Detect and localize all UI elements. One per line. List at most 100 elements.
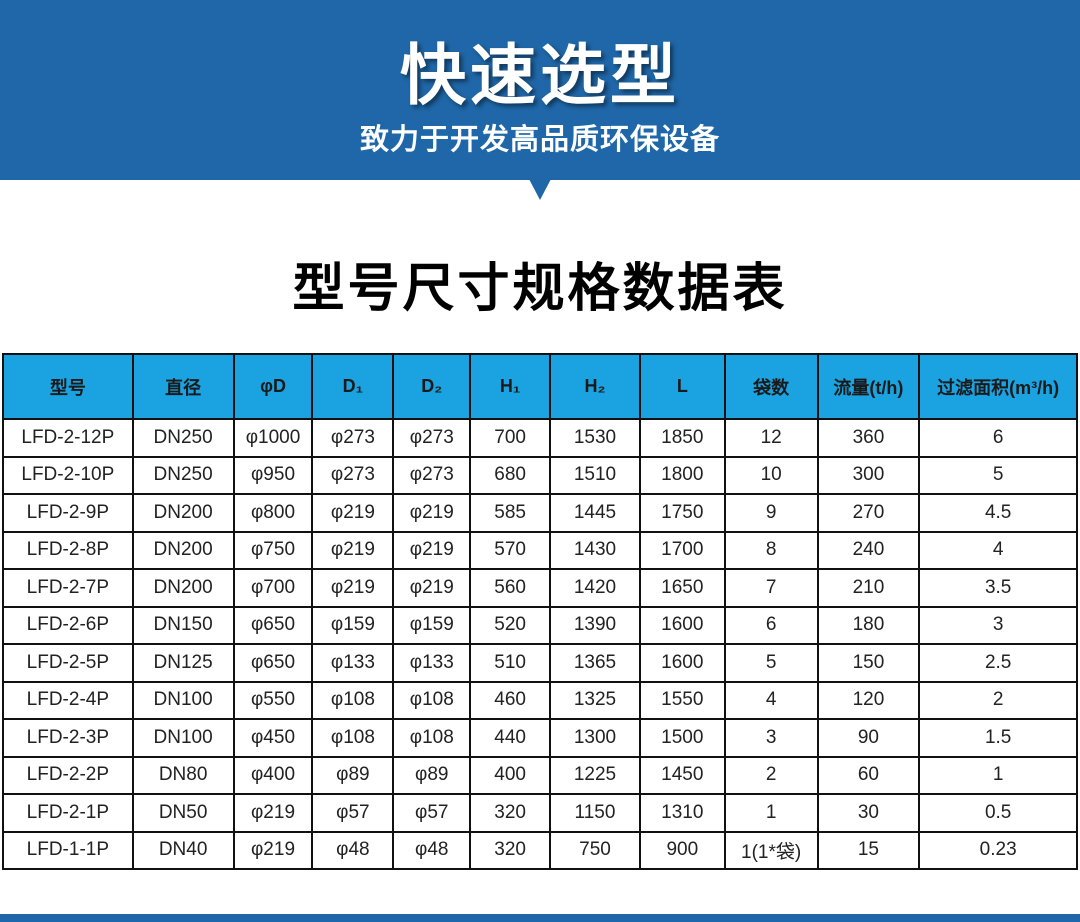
table-cell: 320 <box>469 793 552 833</box>
table-cell: 3.5 <box>918 568 1078 608</box>
table-cell: 1600 <box>638 605 726 645</box>
table-cell: 1300 <box>549 718 641 758</box>
table-cell: DN150 <box>131 605 235 645</box>
table-cell: LFD-2-1P <box>2 793 134 833</box>
column-header: φD <box>232 353 314 420</box>
table-cell: LFD-2-8P <box>2 530 134 570</box>
table-cell: LFD-2-9P <box>2 493 134 533</box>
table-cell: 1600 <box>638 643 726 683</box>
table-cell: φ108 <box>392 718 472 758</box>
table-cell: 150 <box>816 643 921 683</box>
table-cell: 180 <box>816 605 921 645</box>
table-row: LFD-2-8P DN200 φ750 φ219 φ219 570 1430 1700 8 240… <box>2 530 1078 570</box>
table-cell: 3 <box>723 718 819 758</box>
table-cell: φ650 <box>232 643 314 683</box>
table-cell: 560 <box>469 568 552 608</box>
table-cell: 2 <box>918 680 1078 720</box>
table-cell: 0.5 <box>918 793 1078 833</box>
table-row: LFD-2-5P DN125 φ650 φ133 φ133 510 1365 1600 5 150… <box>2 643 1078 683</box>
table-cell: LFD-2-2P <box>2 755 134 795</box>
table-cell: 1450 <box>638 755 726 795</box>
table-cell: 1850 <box>638 418 726 458</box>
table-cell: φ48 <box>392 830 472 870</box>
table-cell: 4.5 <box>918 493 1078 533</box>
table-cell: 1650 <box>638 568 726 608</box>
table-cell: 680 <box>469 455 552 495</box>
table-cell: DN200 <box>131 493 235 533</box>
table-cell: φ89 <box>392 755 472 795</box>
table-cell: φ108 <box>311 680 395 720</box>
table-cell: φ159 <box>392 605 472 645</box>
table-cell: 1420 <box>549 568 641 608</box>
spec-table: 型号 直径 φD D₁ D₂ H₁ H₂ L 袋数 流量(t/h) 过滤面积(m³/h) LFD-2… <box>2 353 1078 870</box>
table-row: LFD-2-9P DN200 φ800 φ219 φ219 585 1445 1750 9 270… <box>2 493 1078 533</box>
table-cell: φ700 <box>232 568 314 608</box>
table-cell: φ650 <box>232 605 314 645</box>
table-cell: 1550 <box>638 680 726 720</box>
table-cell: 15 <box>816 830 921 870</box>
table-cell: DN50 <box>131 793 235 833</box>
table-cell: 2 <box>723 755 819 795</box>
table-cell: 520 <box>469 605 552 645</box>
table-cell: 4 <box>723 680 819 720</box>
table-row: LFD-2-7P DN200 φ700 φ219 φ219 560 1420 1650 7 210… <box>2 568 1078 608</box>
table-cell: φ89 <box>311 755 395 795</box>
table-cell: φ48 <box>311 830 395 870</box>
table-row: LFD-2-4P DN100 φ550 φ108 φ108 460 1325 1550 4 120… <box>2 680 1078 720</box>
table-cell: DN100 <box>131 718 235 758</box>
table-cell: φ800 <box>232 493 314 533</box>
table-header-row: 型号 直径 φD D₁ D₂ H₁ H₂ L 袋数 流量(t/h) 过滤面积(m³/h) <box>2 353 1078 420</box>
table-cell: DN40 <box>131 830 235 870</box>
table-cell: φ273 <box>311 455 395 495</box>
table-cell: φ219 <box>232 830 314 870</box>
table-cell: φ450 <box>232 718 314 758</box>
banner-subtitle: 致力于开发高品质环保设备 <box>359 122 720 156</box>
table-cell: 120 <box>816 680 921 720</box>
table-cell: LFD-2-7P <box>2 568 134 608</box>
table-cell: 7 <box>723 568 819 608</box>
table-cell: φ159 <box>311 605 395 645</box>
table-cell: DN125 <box>131 643 235 683</box>
table-cell: 1530 <box>549 418 641 458</box>
table-cell: φ273 <box>392 455 472 495</box>
table-row: LFD-2-10P DN250 φ950 φ273 φ273 680 1510 1800 10 3… <box>2 455 1078 495</box>
table-cell: 300 <box>816 455 921 495</box>
table-cell: 1430 <box>549 530 641 570</box>
table-cell: 900 <box>638 830 726 870</box>
section-title: 型号尺寸规格数据表 <box>292 259 788 319</box>
table-cell: φ219 <box>311 568 395 608</box>
table-cell: φ273 <box>311 418 395 458</box>
column-header: D₂ <box>392 353 472 420</box>
table-cell: 9 <box>723 493 819 533</box>
table-cell: 360 <box>816 418 921 458</box>
table-cell: 1310 <box>638 793 726 833</box>
column-header: H₁ <box>469 353 552 420</box>
table-cell: φ219 <box>392 530 472 570</box>
table-cell: φ950 <box>232 455 314 495</box>
table-cell: 1750 <box>638 493 726 533</box>
column-header: H₂ <box>549 353 641 420</box>
table-cell: φ550 <box>232 680 314 720</box>
table-cell: φ273 <box>392 418 472 458</box>
table-cell: φ133 <box>311 643 395 683</box>
table-cell: 270 <box>816 493 921 533</box>
table-cell: LFD-2-3P <box>2 718 134 758</box>
table-cell: 1390 <box>549 605 641 645</box>
table-cell: φ1000 <box>232 418 314 458</box>
banner-pointer <box>529 179 551 200</box>
table-cell: 3 <box>918 605 1078 645</box>
header-banner: 快速选型 致力于开发高品质环保设备 <box>0 0 1080 180</box>
table-cell: 12 <box>723 418 819 458</box>
table-cell: φ750 <box>232 530 314 570</box>
table-cell: LFD-2-5P <box>2 643 134 683</box>
table-cell: LFD-2-10P <box>2 455 134 495</box>
table-cell: 30 <box>816 793 921 833</box>
table-cell: 510 <box>469 643 552 683</box>
table-cell: φ219 <box>392 568 472 608</box>
table-cell: 440 <box>469 718 552 758</box>
table-cell: 6 <box>918 418 1078 458</box>
table-cell: φ133 <box>392 643 472 683</box>
table-row: LFD-1-1P DN40 φ219 φ48 φ48 320 750 900 1(1*袋) 15 0… <box>2 830 1078 870</box>
column-header: 过滤面积(m³/h) <box>918 353 1078 420</box>
table-cell: 750 <box>549 830 641 870</box>
